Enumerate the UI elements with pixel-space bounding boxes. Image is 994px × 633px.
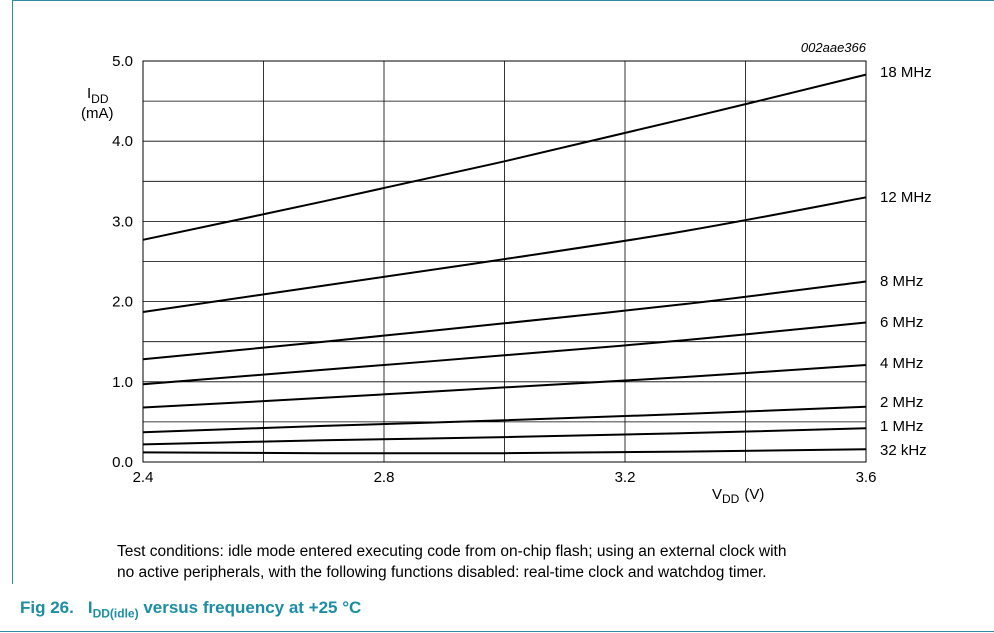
frame-bottom-border — [0, 631, 994, 632]
caption-symbol: I — [87, 598, 93, 617]
series-line — [142, 427, 867, 446]
series-line — [142, 321, 867, 386]
series-line — [142, 364, 867, 409]
y-tick-label: 0.0 — [112, 454, 133, 471]
note-line-2: no active peripherals, with the followin… — [117, 564, 767, 581]
x-tick-label: 2.8 — [374, 469, 395, 486]
y-tick-label: 3.0 — [112, 213, 133, 230]
chart-grid — [143, 61, 866, 462]
series-labels: 18 MHz 12 MHz 8 MHz 6 MHz 4 MHz 2 MHz 1 MHz 32 … — [880, 64, 932, 459]
x-tick-label: 3.6 — [856, 469, 877, 486]
series-label: 6 MHz — [880, 314, 923, 331]
y-tick-label: 1.0 — [112, 374, 133, 391]
figure-caption: Fig 26. IDD(idle) versus frequency at +25… — [20, 598, 361, 620]
y-tick-label: 4.0 — [112, 133, 133, 150]
series-line — [142, 280, 867, 361]
y-axis-label: IDD — [87, 85, 109, 106]
test-conditions-note: Test conditions: idle mode entered execu… — [117, 541, 987, 583]
idd-chart: 2.4 2.8 3.2 3.6 0.0 1.0 2.0 3.0 4.0 5.0 18 MHz 12 … — [81, 40, 932, 506]
y-axis-label-main: I — [87, 85, 91, 102]
frame-top-border — [12, 0, 994, 1]
caption-text: versus frequency at +25 °C — [138, 598, 362, 617]
series-label: 2 MHz — [880, 394, 923, 411]
series-label: 1 MHz — [880, 418, 923, 435]
series-label: 12 MHz — [880, 189, 932, 206]
frame-left-border — [12, 0, 13, 584]
x-tick-label: 2.4 — [133, 469, 154, 486]
series-line — [142, 405, 867, 434]
note-line-1: Test conditions: idle mode entered execu… — [117, 543, 787, 560]
plot-border — [142, 60, 867, 463]
tick-labels: 2.4 2.8 3.2 3.6 0.0 1.0 2.0 3.0 4.0 5.0 — [112, 53, 876, 486]
series-lines — [142, 73, 867, 455]
x-axis-label-unit: (V) — [744, 486, 764, 503]
series-line — [142, 73, 867, 241]
y-axis-unit: (mA) — [81, 105, 114, 122]
x-axis-label-sub: DD — [722, 492, 740, 506]
series-line — [142, 196, 867, 313]
caption-subscript: DD(idle) — [92, 606, 139, 621]
figure-id: 002aae366 — [801, 40, 867, 55]
x-tick-label: 3.2 — [615, 469, 636, 486]
series-label: 8 MHz — [880, 273, 923, 290]
series-label: 32 kHz — [880, 442, 927, 459]
series-label: 18 MHz — [880, 64, 932, 81]
y-tick-label: 2.0 — [112, 294, 133, 311]
x-axis-label: VDD (V) — [712, 486, 764, 506]
x-axis-label-main: V — [712, 486, 722, 503]
series-line — [142, 448, 867, 455]
y-axis-label-sub: DD — [91, 92, 109, 106]
y-tick-label: 5.0 — [112, 53, 133, 70]
series-label: 4 MHz — [880, 355, 923, 372]
figure-number: Fig 26. — [20, 598, 74, 617]
